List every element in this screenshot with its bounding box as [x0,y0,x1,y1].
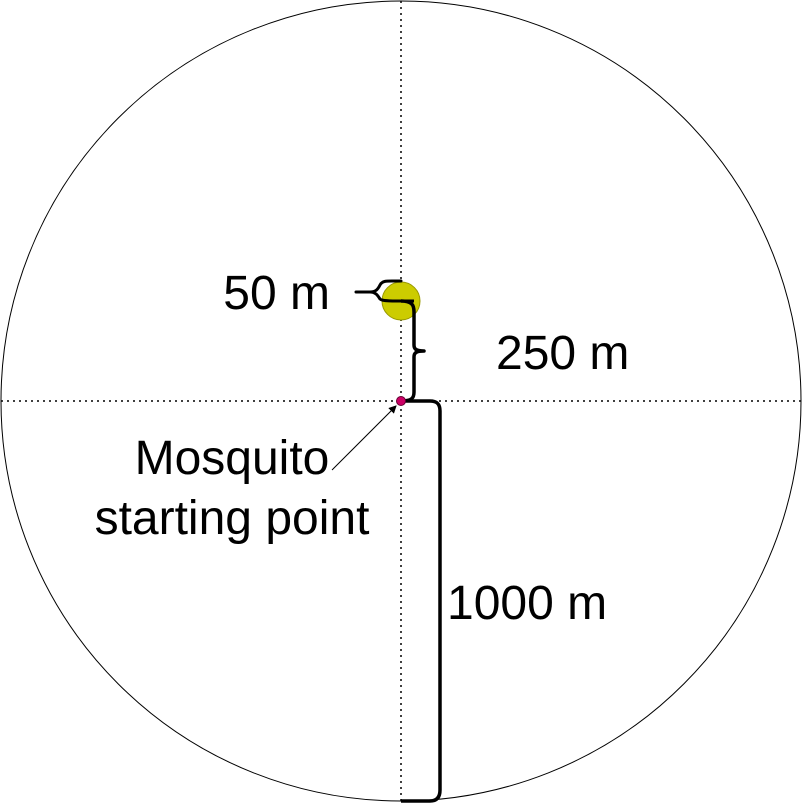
distance-brace [400,299,426,403]
start-point-marker [396,396,406,406]
target-radius-label: 50 m [223,267,330,320]
start-pointer-arrow [331,405,397,471]
radius-brace-lower [368,290,403,303]
target-distance-label: 250 m [496,327,629,380]
field-radius-brace [401,399,442,803]
start-label-line1: Mosquito [135,432,330,485]
field-radius-label: 1000 m [447,577,607,630]
start-label-line2: starting point [95,492,370,545]
